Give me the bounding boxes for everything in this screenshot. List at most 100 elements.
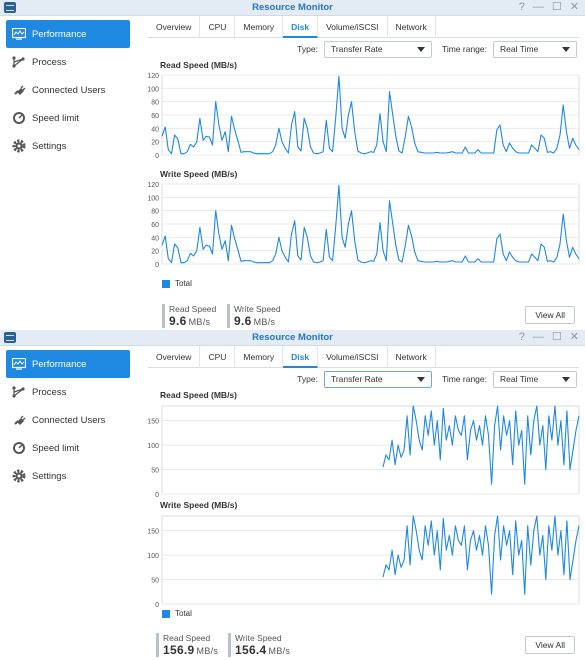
filter-row: Type: Transfer Rate Time range: Real Tim… bbox=[297, 370, 577, 388]
tab-overview[interactable]: Overview bbox=[148, 346, 201, 368]
read-speed-unit: MB/s bbox=[188, 317, 211, 327]
y-tick-label: 0 bbox=[155, 262, 159, 269]
app-icon bbox=[4, 332, 16, 343]
minimize-button[interactable]: — bbox=[532, 331, 544, 343]
write-speed-chart: 0 20 40 60 80 100 120 bbox=[147, 182, 580, 269]
plug-icon bbox=[12, 413, 26, 427]
y-tick-label: 80 bbox=[151, 100, 159, 107]
tab-network[interactable]: Network bbox=[388, 346, 436, 368]
close-button[interactable]: ✕ bbox=[569, 1, 579, 13]
chevron-down-icon bbox=[416, 46, 425, 52]
write-speed-chart-title: Write Speed (MB/s) bbox=[160, 500, 238, 510]
view-all-button[interactable]: View All bbox=[525, 306, 575, 324]
y-tick-label: 50 bbox=[151, 578, 159, 585]
chart-legend: Total bbox=[162, 279, 192, 288]
sidebar-item-connected-users[interactable]: Connected Users bbox=[6, 76, 130, 104]
sidebar-item-performance[interactable]: Performance bbox=[6, 20, 130, 48]
legend-swatch bbox=[162, 609, 170, 618]
tab-memory[interactable]: Memory bbox=[235, 346, 284, 368]
plug-icon bbox=[12, 83, 26, 97]
read-speed-value: 9.6 bbox=[169, 314, 187, 328]
time-range-select[interactable]: Real Time bbox=[493, 370, 577, 388]
chevron-down-icon bbox=[416, 376, 425, 382]
y-tick-label: 50 bbox=[151, 468, 159, 475]
y-tick-label: 150 bbox=[147, 529, 159, 536]
sidebar-item-speed-limit[interactable]: Speed limit bbox=[6, 434, 130, 462]
sidebar-item-process[interactable]: Process bbox=[6, 48, 130, 76]
tab-disk[interactable]: Disk bbox=[283, 346, 319, 368]
y-tick-label: 40 bbox=[151, 235, 159, 242]
y-tick-label: 60 bbox=[151, 113, 159, 120]
chevron-down-icon bbox=[562, 46, 570, 52]
write-speed-stat-value-row: 156.4 MB/s bbox=[235, 643, 290, 657]
tab-cpu[interactable]: CPU bbox=[200, 16, 236, 38]
sidebar-item-performance[interactable]: Performance bbox=[6, 350, 130, 378]
legend-swatch bbox=[162, 279, 170, 288]
write-speed-stat-label: Write Speed bbox=[234, 304, 281, 314]
resource-monitor-window-2: Resource Monitor ? — ☐ ✕ Performance Pro… bbox=[0, 330, 585, 660]
sidebar-item-connected-users[interactable]: Connected Users bbox=[6, 406, 130, 434]
tab-volume-iscsi[interactable]: Volume/iSCSI bbox=[318, 16, 388, 38]
sidebar-item-label: Process bbox=[32, 386, 67, 398]
window-title: Resource Monitor bbox=[252, 332, 333, 343]
write-speed-stat-label: Write Speed bbox=[235, 633, 282, 643]
sidebar-item-speed-limit[interactable]: Speed limit bbox=[6, 104, 130, 132]
sidebar-item-label: Speed limit bbox=[32, 112, 79, 124]
sidebar: Performance Process Connected Users Spee… bbox=[0, 16, 140, 329]
total-series-line bbox=[382, 405, 580, 485]
window-title: Resource Monitor bbox=[252, 2, 333, 13]
read-speed-chart-title: Read Speed (MB/s) bbox=[160, 390, 237, 400]
read-speed-chart: 0 20 40 60 80 100 120 bbox=[147, 73, 580, 160]
view-all-button[interactable]: View All bbox=[525, 636, 575, 654]
maximize-button[interactable]: ☐ bbox=[551, 1, 562, 13]
time-range-select[interactable]: Real Time bbox=[493, 40, 577, 58]
sidebar-item-settings[interactable]: Settings bbox=[6, 462, 130, 490]
type-select[interactable]: Transfer Rate bbox=[323, 40, 432, 58]
read-speed-stat-value-row: 9.6 MB/s bbox=[169, 314, 216, 328]
type-select-value: Transfer Rate bbox=[330, 44, 383, 54]
y-tick-label: 20 bbox=[151, 249, 159, 256]
app-icon bbox=[4, 2, 16, 13]
tab-memory[interactable]: Memory bbox=[235, 16, 284, 38]
chevron-down-icon bbox=[562, 376, 570, 382]
read-speed-chart-title: Read Speed (MB/s) bbox=[160, 60, 237, 70]
sidebar-item-process[interactable]: Process bbox=[6, 378, 130, 406]
tab-overview[interactable]: Overview bbox=[148, 16, 201, 38]
read-speed-unit: MB/s bbox=[196, 646, 219, 656]
time-range-label: Time range: bbox=[441, 44, 487, 54]
y-tick-label: 100 bbox=[147, 553, 159, 560]
y-tick-label: 80 bbox=[151, 209, 159, 216]
read-speed-stat-value-row: 156.9 MB/s bbox=[163, 643, 218, 657]
y-tick-label: 100 bbox=[147, 443, 159, 450]
tab-volume-iscsi[interactable]: Volume/iSCSI bbox=[318, 346, 388, 368]
total-series-line bbox=[382, 515, 580, 595]
maximize-button[interactable]: ☐ bbox=[551, 331, 562, 343]
gear-icon bbox=[12, 469, 26, 483]
filter-row: Type: Transfer Rate Time range: Real Tim… bbox=[297, 40, 577, 58]
read-speed-chart: 0 50 100 150 bbox=[147, 405, 580, 499]
write-speed-stat: Write Speed 156.4 MB/s bbox=[228, 633, 290, 657]
y-tick-label: 20 bbox=[151, 140, 159, 147]
minimize-button[interactable]: — bbox=[532, 1, 544, 13]
help-button[interactable]: ? bbox=[518, 1, 525, 13]
tab-network[interactable]: Network bbox=[388, 16, 436, 38]
monitor-icon bbox=[12, 357, 26, 371]
type-select[interactable]: Transfer Rate bbox=[323, 370, 432, 388]
type-label: Type: bbox=[297, 44, 318, 54]
close-button[interactable]: ✕ bbox=[569, 331, 579, 343]
tab-bar: Overview CPU Memory Disk Volume/iSCSI Ne… bbox=[148, 16, 579, 38]
read-speed-stat: Read Speed 156.9 MB/s bbox=[156, 633, 218, 657]
sidebar-item-settings[interactable]: Settings bbox=[6, 132, 130, 160]
y-tick-label: 60 bbox=[151, 222, 159, 229]
title-bar: Resource Monitor ? — ☐ ✕ bbox=[0, 330, 585, 346]
help-button[interactable]: ? bbox=[518, 331, 525, 343]
y-tick-label: 120 bbox=[147, 73, 159, 80]
tab-cpu[interactable]: CPU bbox=[200, 346, 236, 368]
sidebar-item-label: Process bbox=[32, 56, 67, 68]
title-bar: Resource Monitor ? — ☐ ✕ bbox=[0, 0, 585, 16]
read-speed-stat-label: Read Speed bbox=[163, 633, 211, 643]
tab-disk[interactable]: Disk bbox=[283, 16, 319, 38]
speedometer-icon bbox=[12, 111, 26, 125]
speedometer-icon bbox=[12, 441, 26, 455]
sidebar-item-label: Settings bbox=[32, 470, 67, 482]
